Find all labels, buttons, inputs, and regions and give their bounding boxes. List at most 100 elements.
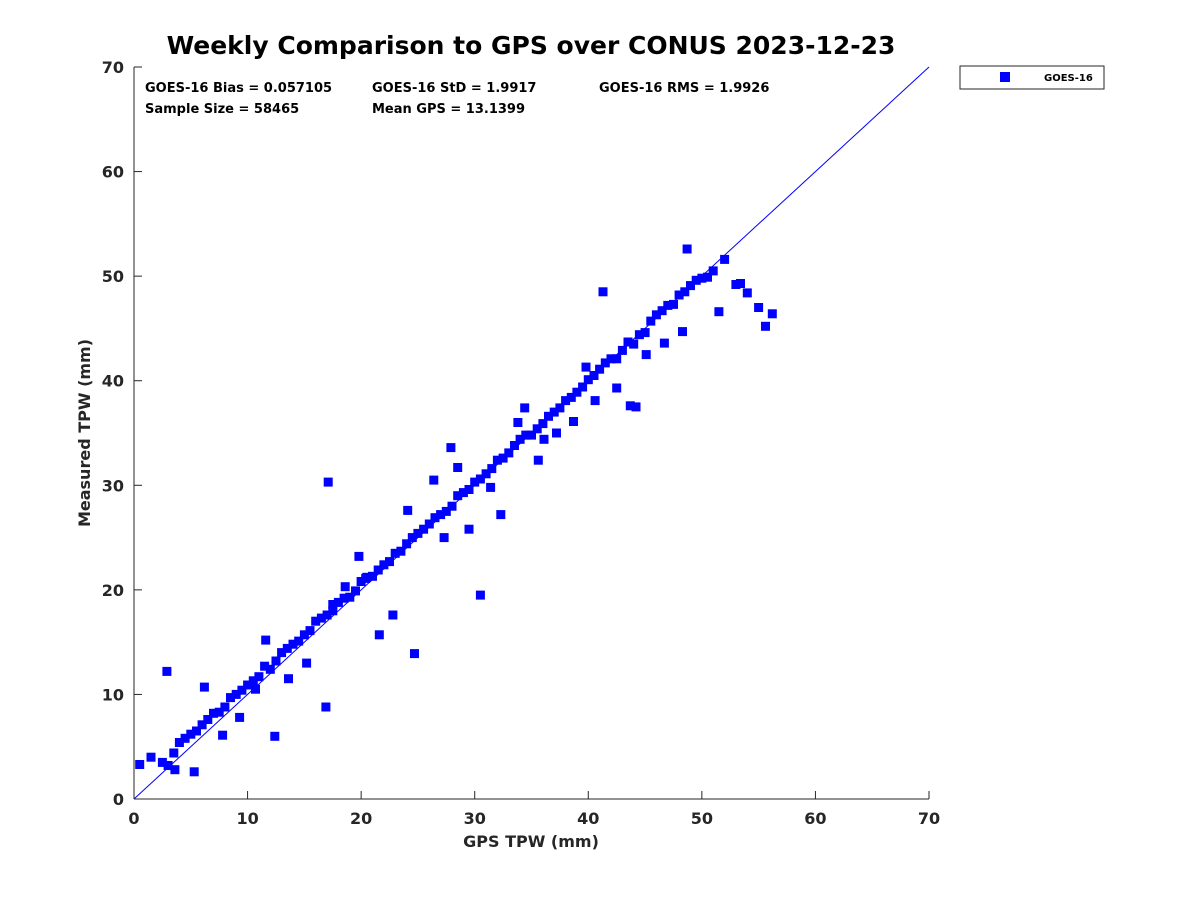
data-point (492, 455, 502, 465)
data-point (651, 310, 661, 320)
data-point (316, 613, 326, 623)
data-point (612, 383, 622, 393)
data-point (527, 430, 536, 440)
data-point (583, 375, 593, 385)
data-point (691, 275, 701, 285)
data-point (436, 510, 446, 520)
y-tick-label: 40 (102, 372, 124, 391)
data-point (552, 428, 561, 438)
data-point (598, 287, 608, 297)
data-point (396, 546, 406, 556)
data-point (424, 519, 434, 529)
data-point (513, 418, 523, 427)
data-point (532, 424, 542, 434)
data-point (678, 327, 687, 337)
data-point (510, 441, 519, 450)
data-point (361, 573, 371, 583)
data-point (487, 464, 497, 474)
data-point (294, 636, 304, 646)
data-point (742, 288, 752, 298)
data-point (581, 362, 591, 372)
data-point (321, 702, 331, 712)
data-point (189, 767, 199, 777)
x-tick-label: 20 (350, 809, 372, 828)
reference-line-layer (133, 66, 930, 800)
data-point (623, 337, 633, 347)
data-point (572, 387, 582, 397)
data-point (453, 491, 463, 501)
data-point (600, 358, 610, 368)
data-point (284, 674, 293, 684)
data-point (270, 731, 280, 741)
data-point (641, 350, 651, 360)
y-axis-label: Measured TPW (mm) (75, 339, 94, 527)
data-point (520, 403, 530, 413)
data-point (169, 748, 179, 758)
legend-box (959, 65, 1105, 90)
data-point (373, 565, 383, 575)
legend-label-goes16: GOES-16 (1044, 73, 1093, 84)
data-point (248, 676, 258, 686)
data-point (214, 707, 224, 717)
data-point (504, 448, 514, 458)
data-point (453, 463, 463, 472)
data-point (682, 244, 692, 254)
data-point (305, 626, 315, 636)
data-point (163, 761, 173, 770)
x-tick-label: 50 (691, 809, 713, 828)
data-point (561, 396, 571, 406)
data-point (340, 582, 350, 592)
data-point (475, 590, 485, 600)
data-point (302, 658, 312, 668)
x-tick-label: 40 (577, 809, 599, 828)
data-point (323, 477, 333, 487)
data-point (368, 571, 377, 581)
data-point (235, 712, 245, 722)
x-tick-label: 60 (804, 809, 826, 828)
data-point (402, 539, 412, 549)
data-point (260, 661, 270, 671)
data-point (475, 474, 485, 484)
legend: GOES-16 (959, 65, 1105, 90)
data-point (237, 685, 247, 695)
data-point (199, 682, 209, 692)
data-point (379, 560, 389, 570)
data-point (539, 434, 549, 444)
data-point (170, 765, 180, 775)
data-point (731, 280, 741, 289)
data-point (521, 430, 531, 440)
data-point (299, 630, 309, 640)
data-point (174, 738, 184, 747)
data-point (674, 290, 684, 300)
data-point (640, 328, 650, 338)
data-point (708, 266, 718, 276)
data-point (703, 272, 712, 282)
data-point (403, 505, 413, 515)
data-point (736, 279, 745, 288)
data-point (754, 303, 764, 312)
x-axis-label: GPS TPW (mm) (463, 832, 599, 851)
data-point (496, 510, 506, 520)
data-point (282, 643, 292, 653)
data-point (322, 610, 332, 620)
data-point (345, 592, 355, 602)
data-point (209, 708, 218, 718)
data-point (578, 382, 588, 392)
data-point (697, 273, 707, 283)
data-point (374, 630, 384, 640)
x-tick-label: 70 (918, 809, 940, 828)
data-point (629, 339, 639, 349)
data-point (328, 606, 338, 616)
y-tick-label: 30 (102, 476, 124, 495)
data-point (590, 396, 600, 406)
data-point (231, 689, 241, 699)
data-point (720, 254, 730, 264)
data-point (385, 557, 394, 567)
data-point (351, 586, 360, 596)
data-point (333, 597, 343, 607)
data-point (686, 281, 695, 291)
data-point (328, 600, 338, 609)
data-point (569, 417, 578, 426)
data-point (430, 513, 440, 523)
data-point (265, 664, 275, 674)
